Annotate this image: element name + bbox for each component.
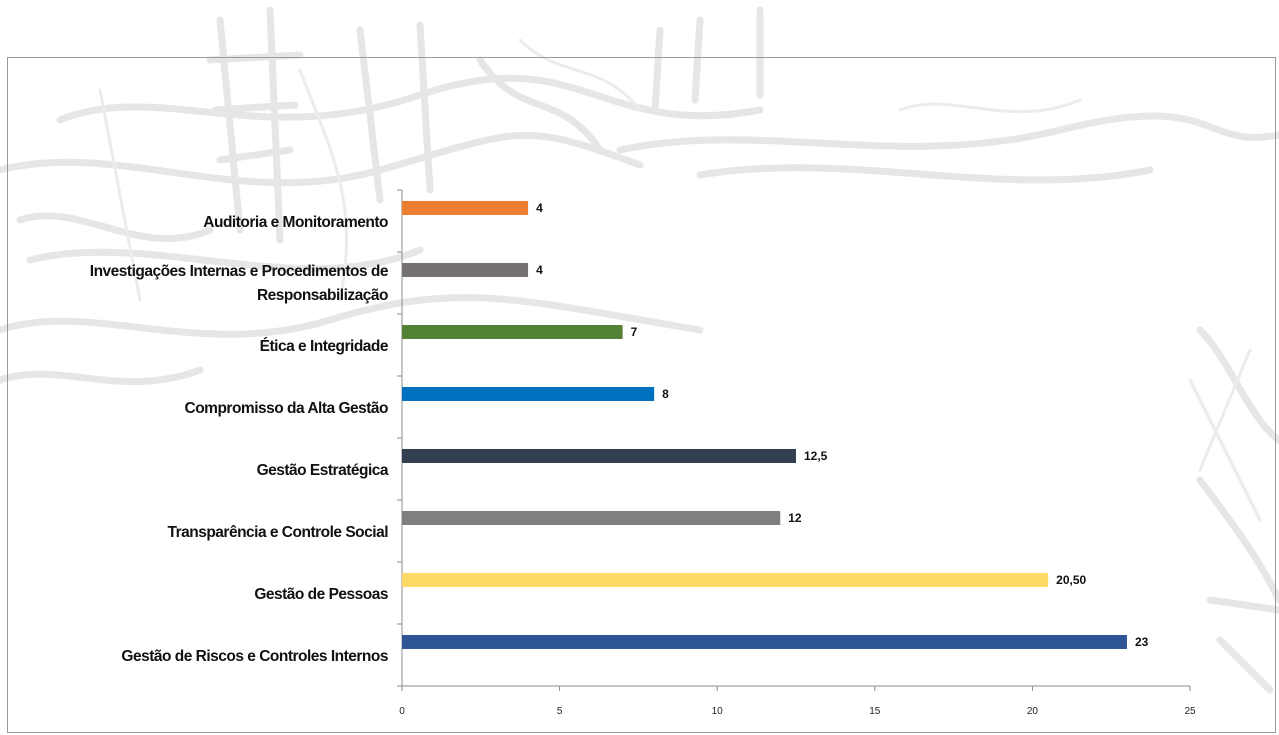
data-label: 7 bbox=[631, 325, 638, 339]
category-label: Ética e Integridade bbox=[260, 338, 389, 355]
category-label-line: Auditoria e Monitoramento bbox=[203, 214, 388, 231]
data-label: 4 bbox=[536, 263, 543, 277]
bar bbox=[402, 448, 796, 463]
category-label: Investigações Internas e Procedimentos d… bbox=[90, 263, 389, 304]
x-tick-label: 10 bbox=[712, 706, 724, 717]
category-label: Gestão Estratégica bbox=[257, 462, 389, 479]
category-label-line: Compromisso da Alta Gestão bbox=[185, 400, 389, 417]
bar bbox=[402, 200, 529, 215]
x-tick-label: 5 bbox=[557, 706, 563, 717]
x-tick-label: 25 bbox=[1184, 706, 1196, 717]
data-label: 4 bbox=[536, 201, 543, 215]
category-label-line: Gestão de Pessoas bbox=[254, 586, 388, 603]
data-label: 8 bbox=[662, 387, 669, 401]
category-label: Compromisso da Alta Gestão bbox=[185, 400, 389, 417]
category-label-line: Investigações Internas e Procedimentos d… bbox=[90, 263, 389, 280]
category-label-line: Ética e Integridade bbox=[260, 338, 389, 355]
category-label: Gestão de Pessoas bbox=[254, 586, 388, 603]
chart-frame bbox=[7, 57, 1276, 733]
data-label: 23 bbox=[1135, 635, 1149, 649]
x-tick-label: 15 bbox=[869, 706, 881, 717]
category-label: Auditoria e Monitoramento bbox=[203, 214, 388, 231]
bar bbox=[402, 510, 781, 525]
bar bbox=[402, 262, 529, 277]
x-tick-label: 20 bbox=[1027, 706, 1039, 717]
category-label-line: Gestão Estratégica bbox=[257, 462, 389, 479]
category-label-line: Gestão de Riscos e Controles Internos bbox=[121, 648, 388, 665]
bar bbox=[402, 324, 623, 339]
category-label-line: Transparência e Controle Social bbox=[167, 524, 388, 541]
category-label: Transparência e Controle Social bbox=[167, 524, 388, 541]
bar bbox=[402, 386, 655, 401]
bar bbox=[402, 572, 1049, 587]
data-label: 12,5 bbox=[804, 449, 828, 463]
bar bbox=[402, 634, 1127, 649]
data-label: 12 bbox=[788, 511, 802, 525]
data-label: 20,50 bbox=[1056, 573, 1086, 587]
category-label-line: Responsabilização bbox=[257, 287, 388, 304]
x-tick-label: 0 bbox=[399, 706, 405, 717]
category-label: Gestão de Riscos e Controles Internos bbox=[121, 648, 388, 665]
